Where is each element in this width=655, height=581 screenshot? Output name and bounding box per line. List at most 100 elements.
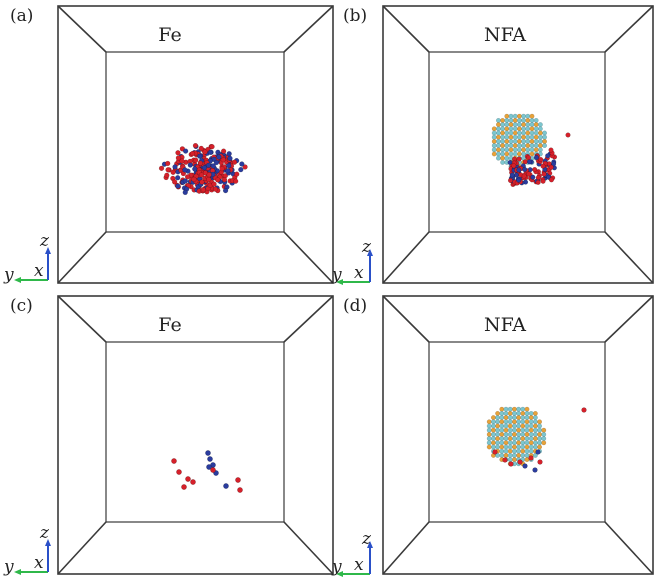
particle-atom-orange (516, 452, 522, 458)
box-outer-frame (382, 295, 654, 575)
axis-triad-a: y x z (0, 230, 60, 285)
particle-atom-orange (529, 138, 535, 144)
particle-atom-cyan (532, 427, 538, 433)
simulation-box-b (382, 5, 654, 284)
simulation-box-a (57, 5, 334, 284)
particle-atom-cyan (512, 138, 518, 144)
particle-atom-orange (486, 444, 492, 450)
particle-atom-orange (507, 411, 513, 416)
particle-atom-cyan (511, 448, 517, 454)
interstitial-atom (538, 156, 544, 163)
particle-atom-cyan (529, 130, 535, 136)
particle-atom-cyan (516, 143, 522, 149)
interstitial-atom (158, 165, 165, 172)
interstitial-atom (532, 166, 538, 173)
particle-atom-cyan (495, 440, 501, 446)
particle-atom-cyan (490, 423, 496, 429)
vacancy-atom (172, 164, 178, 170)
particle-atom-cyan (499, 440, 505, 446)
interstitial-atom (521, 173, 527, 179)
particle-atom-cyan (529, 122, 535, 128)
particle-atom-orange (495, 423, 501, 429)
particle-atom-cyan (508, 143, 514, 149)
particle-atom-orange (490, 440, 496, 446)
particle-atom-cyan (521, 130, 527, 136)
vacancy-atom (206, 464, 212, 470)
particle-atom-cyan (516, 122, 522, 128)
particle-atom-orange (490, 415, 496, 421)
axis-arrows-d (336, 541, 373, 577)
particle-atom-cyan (507, 452, 513, 458)
particle-atom-cyan (508, 130, 514, 136)
axis-label-x: x (34, 553, 44, 573)
particle-atom-cyan (504, 118, 510, 123)
particle-atom-cyan (524, 423, 530, 429)
particle-atom-cyan (512, 134, 518, 140)
box-edge (283, 295, 334, 343)
particle-atom-cyan (490, 419, 496, 425)
particle-atom-cyan (520, 415, 526, 421)
axis-label-x: x (354, 555, 364, 575)
particle-atom-cyan (521, 126, 527, 132)
particle-atom-cyan (532, 419, 538, 425)
simulation-box-d (382, 295, 654, 575)
vacancy-atom (516, 177, 522, 183)
interstitial-atom (508, 461, 514, 467)
particle-atom-cyan (507, 406, 513, 412)
axis-label-z: z (362, 237, 371, 257)
particle-atom-cyan (525, 134, 531, 140)
particle-atom-cyan (524, 448, 530, 454)
interstitial-atom (220, 148, 227, 154)
particle-atom-cyan (504, 134, 510, 140)
particle-atom-cyan (486, 436, 492, 442)
particle-atom-cyan (516, 147, 522, 153)
particle-atom-orange (499, 431, 505, 437)
box-inner-frame (105, 51, 285, 233)
interstitial-atom (511, 163, 517, 169)
panel-title-d: NFA (484, 314, 526, 336)
vacancy-atom (207, 149, 214, 155)
particle-atom-orange (541, 440, 547, 446)
particle-atom-cyan (503, 423, 509, 429)
particle-atom-cyan (500, 134, 506, 140)
vacancy-atom (175, 183, 181, 189)
particle-atom-cyan (503, 444, 509, 450)
particle-atom-cyan (529, 118, 535, 123)
interstitial-atom (192, 142, 199, 149)
particle-atom-cyan (512, 126, 518, 132)
box-edge (57, 295, 107, 343)
z-axis-arrowhead (367, 249, 373, 256)
particle-atom-cyan (512, 151, 518, 157)
interstitial-atom (170, 169, 176, 175)
particle-atom-cyan (532, 452, 538, 458)
interstitial-atom (198, 172, 205, 178)
particle-atom-cyan (541, 431, 547, 437)
axis-triad-d: y x z (330, 524, 390, 579)
vacancy-atom (530, 174, 536, 180)
particle-atom-orange (528, 440, 534, 446)
particle-atom-cyan (521, 113, 527, 119)
particle-atom-cyan (528, 436, 534, 442)
particle-atom-cyan (524, 411, 530, 416)
particle-atom-orange (537, 130, 543, 136)
particle-atom-cyan (537, 138, 543, 144)
box-edge (283, 5, 334, 53)
particle-atom-cyan (516, 431, 522, 437)
interstitial-atom (535, 175, 541, 181)
particle-atom-cyan (520, 452, 526, 458)
particle-atom-cyan (511, 423, 517, 429)
box-edge (283, 231, 334, 284)
particle-atom-cyan (491, 130, 497, 136)
interstitial-atom (528, 455, 534, 461)
particle-atom-orange (537, 143, 543, 149)
particle-atom-orange (507, 436, 513, 442)
particle-atom-orange (528, 427, 534, 433)
particle-atom-orange (486, 419, 492, 425)
particle-atom-orange (516, 126, 522, 132)
particle-atom-cyan (528, 423, 534, 429)
interstitial-atom (565, 132, 571, 138)
particle-atom-cyan (533, 126, 539, 132)
interstitial-atom (548, 177, 554, 183)
particle-atom-cyan (542, 134, 548, 140)
vacancy-atom (226, 163, 232, 169)
